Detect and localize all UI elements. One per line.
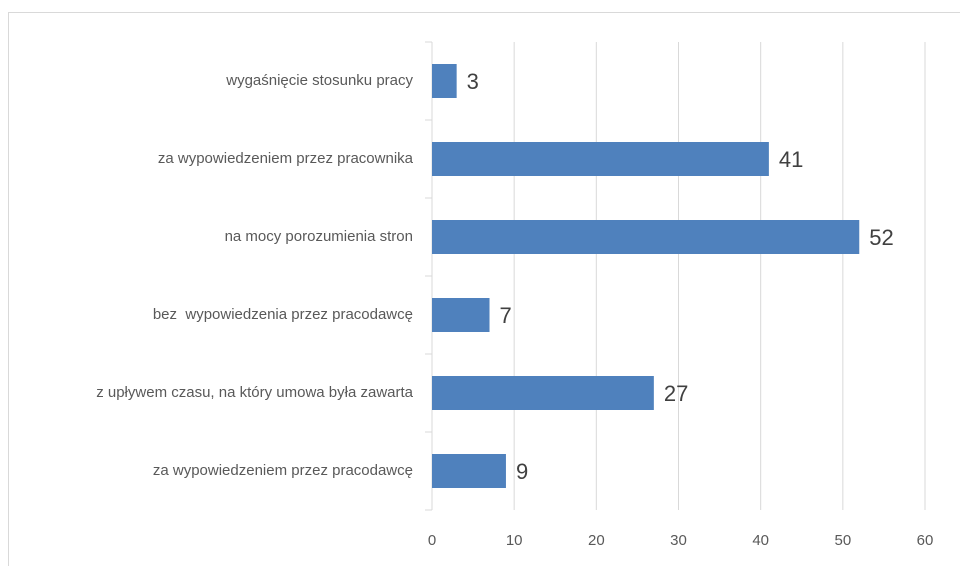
category-label-box: wygaśnięcie stosunku pracy — [8, 42, 413, 120]
bar — [432, 298, 490, 332]
y-tick-label: bez wypowiedzenia przez pracodawcę — [152, 306, 413, 323]
category-label-box: z upływem czasu, na który umowa była zaw… — [8, 354, 413, 432]
data-label: 3 — [467, 69, 479, 94]
x-tick-label: 60 — [917, 532, 934, 549]
category-label-box: za wypowiedzeniem przez pracodawcę — [8, 432, 413, 510]
data-label: 41 — [779, 147, 803, 172]
y-tick-label: wygaśnięcie stosunku pracy — [226, 72, 413, 89]
chart-border — [8, 12, 960, 566]
data-label: 52 — [869, 225, 893, 250]
y-tick-label: za wypowiedzeniem przez pracownika — [157, 150, 413, 167]
bar — [432, 142, 769, 176]
x-tick-label: 10 — [506, 532, 523, 549]
y-tick-label: na mocy porozumienia stron — [224, 228, 413, 245]
y-tick-label: za wypowiedzeniem przez pracodawcę — [152, 462, 413, 479]
bar — [432, 454, 506, 488]
data-label: 9 — [516, 459, 528, 484]
x-tick-label: 20 — [588, 532, 605, 549]
x-tick-label: 30 — [670, 532, 687, 549]
data-label: 27 — [664, 381, 688, 406]
bar — [432, 64, 457, 98]
x-tick-label: 40 — [752, 532, 769, 549]
category-label-box: za wypowiedzeniem przez pracownika — [8, 120, 413, 198]
bar — [432, 220, 860, 254]
y-tick-label: z upływem czasu, na który umowa była zaw… — [96, 384, 413, 401]
x-tick-label: 0 — [428, 532, 436, 549]
category-label-box: na mocy porozumienia stron — [8, 198, 413, 276]
data-label: 7 — [500, 303, 512, 328]
x-tick-label: 50 — [834, 532, 851, 549]
bar — [432, 376, 654, 410]
category-label-box: bez wypowiedzenia przez pracodawcę — [8, 276, 413, 354]
